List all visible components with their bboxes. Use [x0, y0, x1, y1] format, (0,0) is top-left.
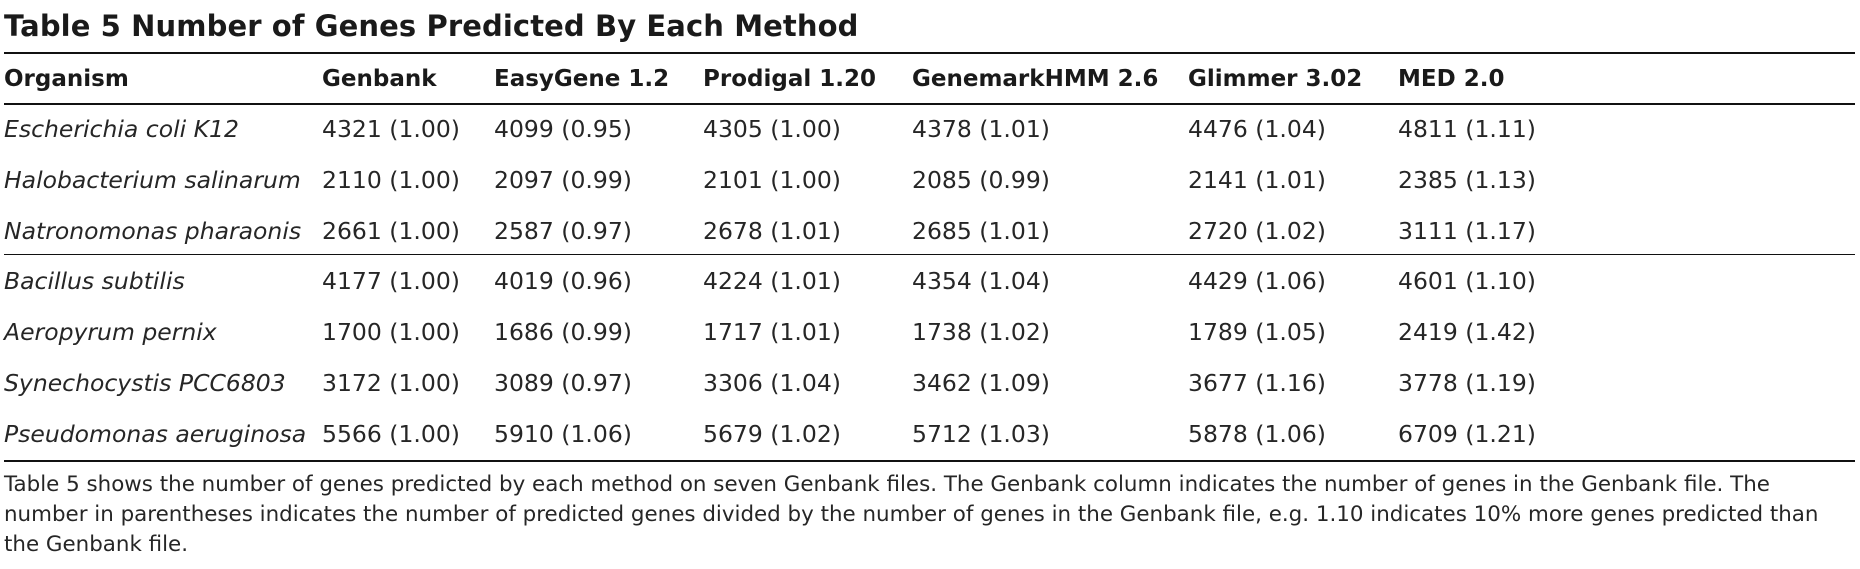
table-row: Synechocystis PCC6803 3172 (1.00) 3089 (… [4, 357, 1855, 408]
organism-name: Bacillus subtilis [4, 267, 185, 295]
table-row: Pseudomonas aeruginosa 5566 (1.00) 5910 … [4, 408, 1855, 459]
organism-name: Escherichia coli K12 [4, 114, 239, 143]
genbank-count: 4177 (1.00) [322, 267, 460, 295]
glimmer-count: 2141 (1.01) [1188, 165, 1326, 194]
glimmer-count: 4476 (1.04) [1188, 114, 1326, 143]
column-header-easygene: EasyGene 1.2 [494, 65, 670, 92]
organism-name: Aeropyrum pernix [4, 317, 217, 346]
prodigal-count: 3306 (1.04) [703, 368, 841, 397]
table-row: Natronomonas pharaonis 2661 (1.00) 2587 … [4, 205, 1855, 256]
organism-name: Synechocystis PCC6803 [4, 368, 286, 397]
genemarkhmm-count: 1738 (1.02) [912, 317, 1050, 346]
column-header-med: MED 2.0 [1398, 65, 1505, 92]
column-header-genemarkhmm: GenemarkHMM 2.6 [912, 65, 1159, 92]
column-header-prodigal: Prodigal 1.20 [703, 65, 876, 92]
prodigal-count: 2678 (1.01) [703, 216, 841, 245]
genbank-count: 3172 (1.00) [322, 368, 460, 397]
organism-name: Pseudomonas aeruginosa [4, 419, 307, 448]
easygene-count: 1686 (0.99) [494, 317, 632, 346]
genemarkhmm-count: 3462 (1.09) [912, 368, 1050, 397]
organism-name: Halobacterium salinarum [4, 165, 301, 194]
table-row: Aeropyrum pernix 1700 (1.00) 1686 (0.99)… [4, 306, 1855, 357]
genemarkhmm-count: 4354 (1.04) [912, 267, 1050, 295]
table-row: Bacillus subtilis 4177 (1.00) 4019 (0.96… [4, 256, 1855, 306]
med-count: 2385 (1.13) [1398, 165, 1536, 194]
easygene-count: 3089 (0.97) [494, 368, 632, 397]
table-title: Table 5 Number of Genes Predicted By Eac… [4, 9, 859, 43]
column-header-organism: Organism [4, 65, 129, 92]
genemarkhmm-count: 5712 (1.03) [912, 419, 1050, 448]
easygene-count: 2097 (0.99) [494, 165, 632, 194]
med-count: 4811 (1.11) [1398, 114, 1536, 143]
genbank-count: 4321 (1.00) [322, 114, 460, 143]
genemarkhmm-count: 2085 (0.99) [912, 165, 1050, 194]
genbank-count: 2110 (1.00) [322, 165, 460, 194]
glimmer-count: 1789 (1.05) [1188, 317, 1326, 346]
glimmer-count: 5878 (1.06) [1188, 419, 1326, 448]
group-divider-rule [4, 254, 1855, 255]
med-count: 3778 (1.19) [1398, 368, 1536, 397]
genbank-count: 2661 (1.00) [322, 216, 460, 245]
organism-name: Natronomonas pharaonis [4, 216, 302, 245]
prodigal-count: 4305 (1.00) [703, 114, 841, 143]
header-row: Organism Genbank EasyGene 1.2 Prodigal 1… [4, 54, 1855, 103]
column-header-genbank: Genbank [322, 65, 437, 92]
glimmer-count: 3677 (1.16) [1188, 368, 1326, 397]
column-header-glimmer: Glimmer 3.02 [1188, 65, 1363, 92]
gene-prediction-table: Organism Genbank EasyGene 1.2 Prodigal 1… [4, 54, 1855, 459]
genbank-count: 5566 (1.00) [322, 419, 460, 448]
med-count: 2419 (1.42) [1398, 317, 1536, 346]
table-row: Escherichia coli K12 4321 (1.00) 4099 (0… [4, 103, 1855, 154]
prodigal-count: 1717 (1.01) [703, 317, 841, 346]
prodigal-count: 2101 (1.00) [703, 165, 841, 194]
easygene-count: 5910 (1.06) [494, 419, 632, 448]
easygene-count: 4019 (0.96) [494, 267, 632, 295]
easygene-count: 4099 (0.95) [494, 114, 632, 143]
prodigal-count: 5679 (1.02) [703, 419, 841, 448]
bottom-rule [4, 460, 1855, 462]
prodigal-count: 4224 (1.01) [703, 267, 841, 295]
glimmer-count: 2720 (1.02) [1188, 216, 1326, 245]
easygene-count: 2587 (0.97) [494, 216, 632, 245]
table-row: Halobacterium salinarum 2110 (1.00) 2097… [4, 154, 1855, 205]
genemarkhmm-count: 2685 (1.01) [912, 216, 1050, 245]
genemarkhmm-count: 4378 (1.01) [912, 114, 1050, 143]
header-rule [4, 103, 1855, 105]
med-count: 4601 (1.10) [1398, 267, 1536, 295]
med-count: 6709 (1.21) [1398, 419, 1536, 448]
top-rule [4, 52, 1855, 54]
table-footnote: Table 5 shows the number of genes predic… [4, 472, 1819, 557]
genbank-count: 1700 (1.00) [322, 317, 460, 346]
med-count: 3111 (1.17) [1398, 216, 1536, 245]
glimmer-count: 4429 (1.06) [1188, 267, 1326, 295]
